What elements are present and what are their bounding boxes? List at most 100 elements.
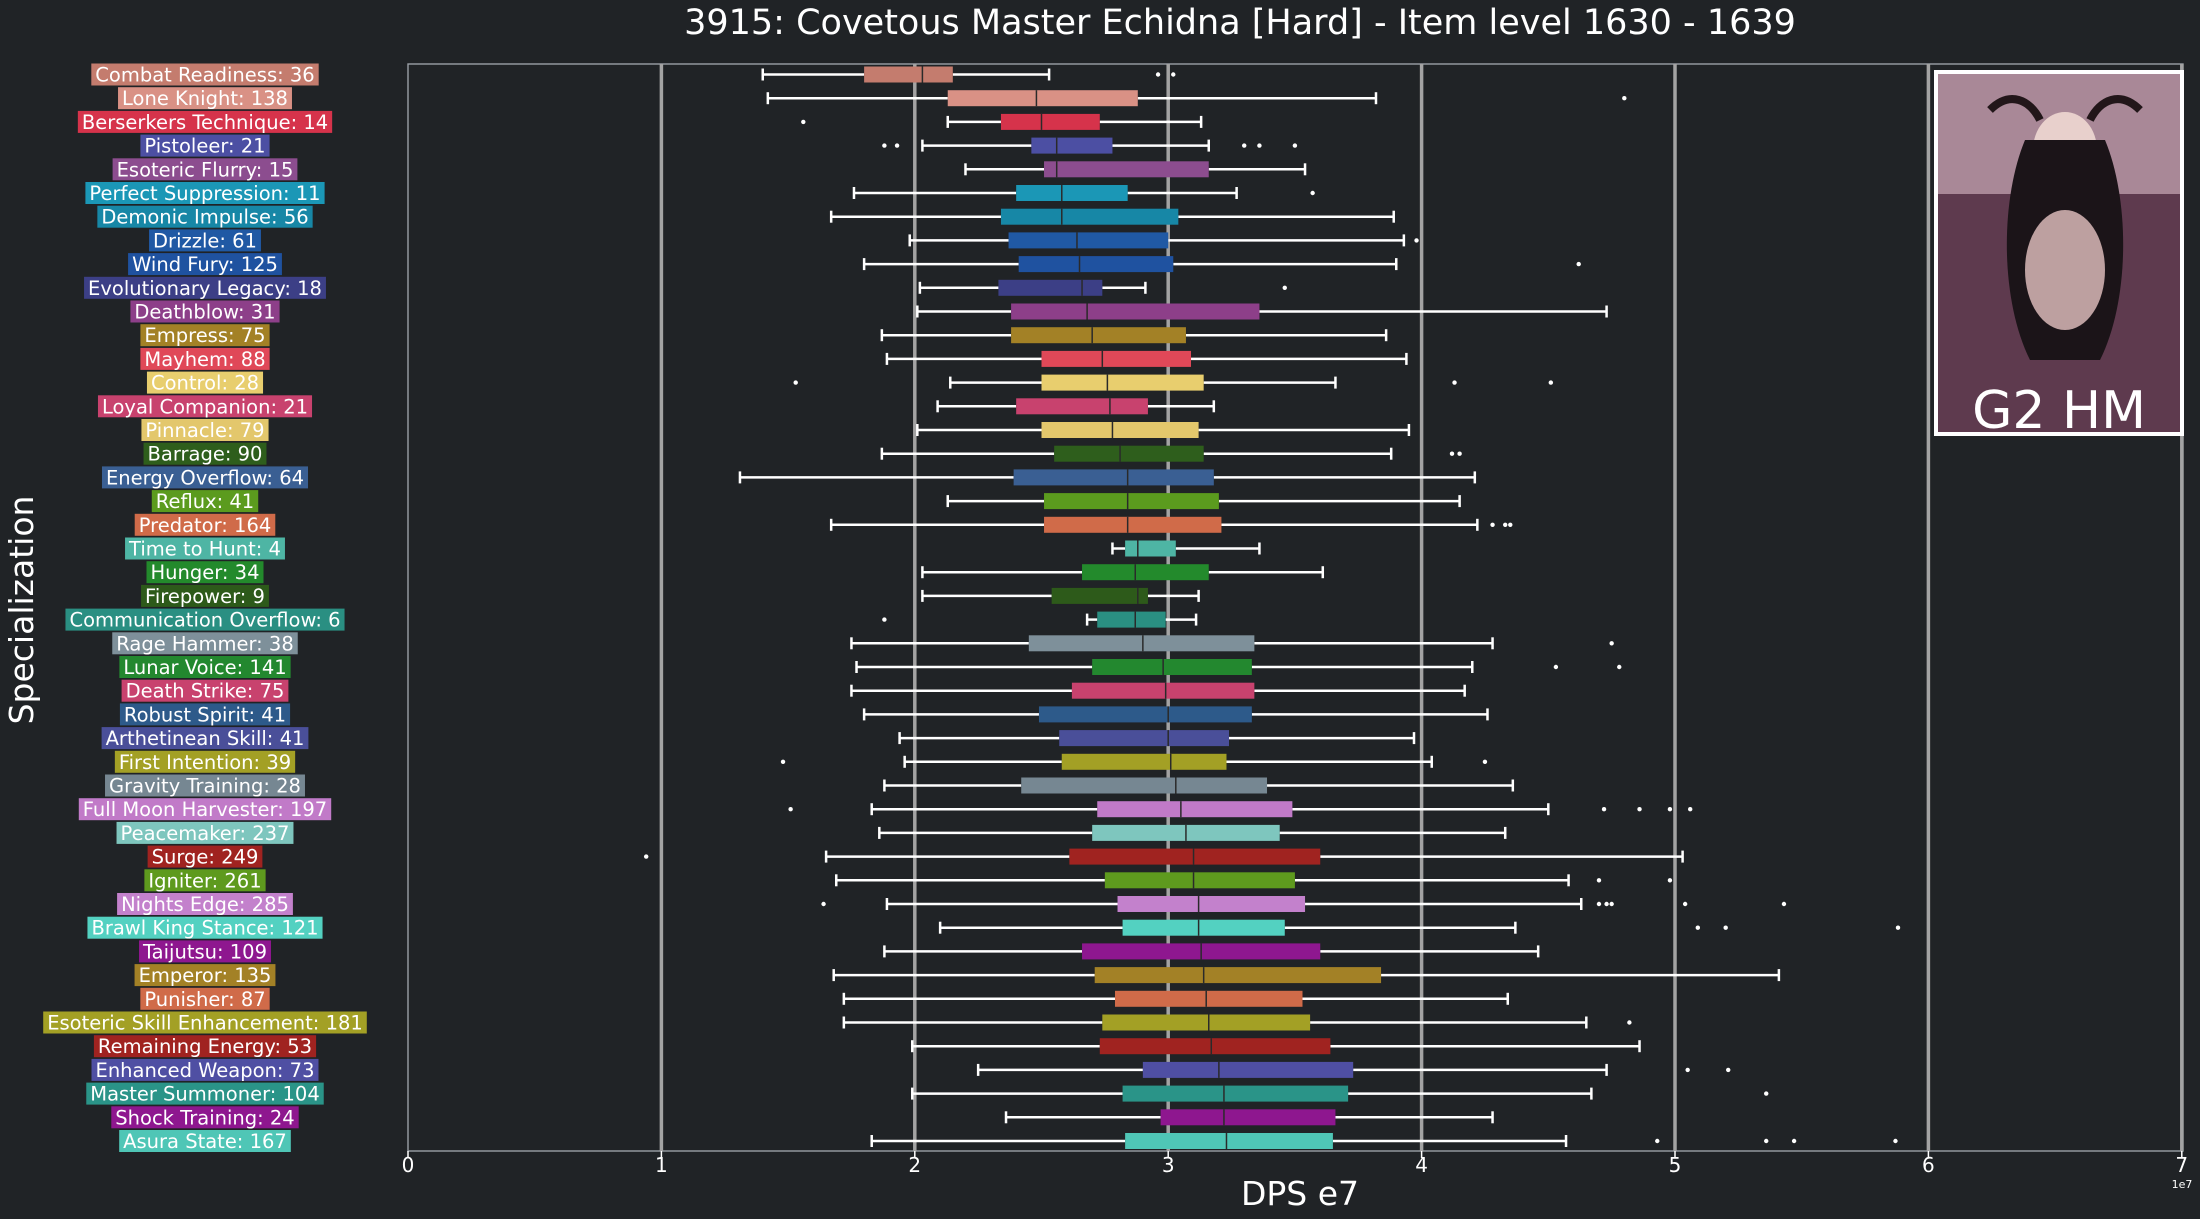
outlier-point <box>1609 641 1614 646</box>
category-label-text: Barrage: 90 <box>148 443 263 466</box>
box-body <box>1097 801 1293 818</box>
box-body <box>1011 327 1186 344</box>
box-31 <box>788 801 1693 818</box>
outlier-point <box>1171 72 1176 77</box>
outlier-point <box>1895 925 1901 930</box>
category-label-bg <box>87 916 323 939</box>
outlier-point <box>1617 664 1622 670</box>
box-body <box>1041 422 1199 438</box>
category-label-41: Remaining Energy: 53 <box>93 1035 317 1058</box>
box-body <box>1082 564 1209 581</box>
category-label-bg <box>146 371 264 394</box>
outlier-point <box>1292 143 1298 148</box>
category-label-bg <box>118 87 292 110</box>
outlier-point <box>1781 901 1787 907</box>
category-label-bg <box>147 845 263 868</box>
box-39 <box>842 990 1510 1007</box>
box-45 <box>870 1133 1898 1149</box>
category-label-bg <box>86 1082 324 1105</box>
box-13 <box>793 374 1554 391</box>
box-body <box>1051 587 1148 604</box>
category-label-bg <box>149 229 261 252</box>
box-body <box>1000 113 1100 130</box>
category-label-6: Demonic Impulse: 56 <box>97 205 313 229</box>
box-1 <box>766 90 1627 107</box>
box-body <box>1104 872 1295 889</box>
category-label-text: Firepower: 9 <box>145 585 265 608</box>
x-axis: 0 1 2 3 4 5 6 7 <box>402 1151 2188 1177</box>
category-label-text: Death Strike: 75 <box>126 680 285 703</box>
box-11 <box>880 327 1388 344</box>
category-label-bg <box>143 442 267 465</box>
box-5 <box>852 185 1315 201</box>
reference-lines <box>659 64 2184 1151</box>
category-label-bg <box>140 987 270 1010</box>
category-label-text: Energy Overflow: 64 <box>106 466 304 489</box>
category-label-bg <box>141 419 269 441</box>
outlier-point <box>821 901 826 907</box>
category-label-text: Reflux: 41 <box>156 490 254 513</box>
category-label-bg <box>78 798 332 821</box>
category-label-text: Empress: 75 <box>144 324 265 347</box>
outlier-point <box>1764 1091 1769 1096</box>
box-body <box>1028 635 1255 652</box>
outlier-point <box>882 617 887 622</box>
x-tick-label: 7 <box>2175 1153 2188 1177</box>
y-axis-label: Specialization <box>2 496 41 725</box>
category-label-text: Asura State: 167 <box>123 1130 287 1153</box>
box-20 <box>1111 540 1261 557</box>
box-6 <box>829 208 1395 225</box>
category-label-bg <box>91 63 319 86</box>
category-label-text: Rage Hammer: 38 <box>116 632 294 655</box>
box-27 <box>862 706 1489 723</box>
category-label-bg <box>134 513 276 536</box>
category-label-bg <box>77 110 333 133</box>
box-33 <box>643 848 1684 865</box>
box-body <box>864 66 953 83</box>
category-label-9: Evolutionary Legacy: 18 <box>84 276 326 300</box>
category-label-text: Enhanced Weapon: 73 <box>96 1059 315 1082</box>
category-label-45: Asura State: 167 <box>119 1130 291 1153</box>
category-label-bg <box>65 608 345 631</box>
category-label-32: Peacemaker: 237 <box>116 821 294 845</box>
category-label-11: Empress: 75 <box>140 324 270 347</box>
category-label-1: Lone Knight: 138 <box>118 87 292 110</box>
box-42 <box>976 1061 1731 1078</box>
category-label-bg <box>111 1106 299 1129</box>
boss-portrait: G2 HM <box>1934 70 2184 441</box>
outlier-point <box>1622 96 1627 101</box>
category-label-bg <box>140 347 270 370</box>
box-body <box>1008 232 1169 249</box>
outlier-point <box>1667 878 1673 883</box>
category-label-text: Combat Readiness: 36 <box>95 64 314 87</box>
outlier-point <box>780 759 786 764</box>
category-label-42: Enhanced Weapon: 73 <box>91 1058 319 1082</box>
portrait-badge-text: G2 HM <box>1972 381 2146 441</box>
outlier-point <box>1667 807 1673 812</box>
category-label-bg <box>91 1058 319 1081</box>
category-label-8: Wind Fury: 125 <box>128 253 282 276</box>
category-label-bg <box>84 276 326 299</box>
category-label-text: Time to Hunt: 4 <box>128 538 281 561</box>
category-label-25: Lunar Voice: 141 <box>119 656 291 679</box>
chart-title: 3915: Covetous Master Echidna [Hard] - I… <box>684 3 1796 43</box>
box-29 <box>780 753 1488 770</box>
category-label-18: Reflux: 41 <box>151 490 259 513</box>
outlier-point <box>788 807 793 812</box>
category-label-31: Full Moon Harvester: 197 <box>78 798 332 821</box>
outlier-point <box>1627 1020 1632 1025</box>
box-12 <box>885 350 1408 367</box>
category-label-17: Energy Overflow: 64 <box>101 466 309 489</box>
box-30 <box>883 777 1515 794</box>
box-body <box>1069 848 1321 865</box>
box-body <box>1018 256 1174 273</box>
category-label-bg <box>140 134 270 157</box>
outlier-point <box>1695 925 1701 930</box>
box-body <box>1094 967 1382 984</box>
category-label-text: Hunger: 34 <box>150 561 259 584</box>
category-label-13: Control: 28 <box>146 371 264 395</box>
box-17 <box>738 469 1477 486</box>
category-label-text: Full Moon Harvester: 197 <box>83 798 327 821</box>
box-body <box>998 279 1103 296</box>
category-label-text: Robust Spirit: 41 <box>124 703 286 726</box>
